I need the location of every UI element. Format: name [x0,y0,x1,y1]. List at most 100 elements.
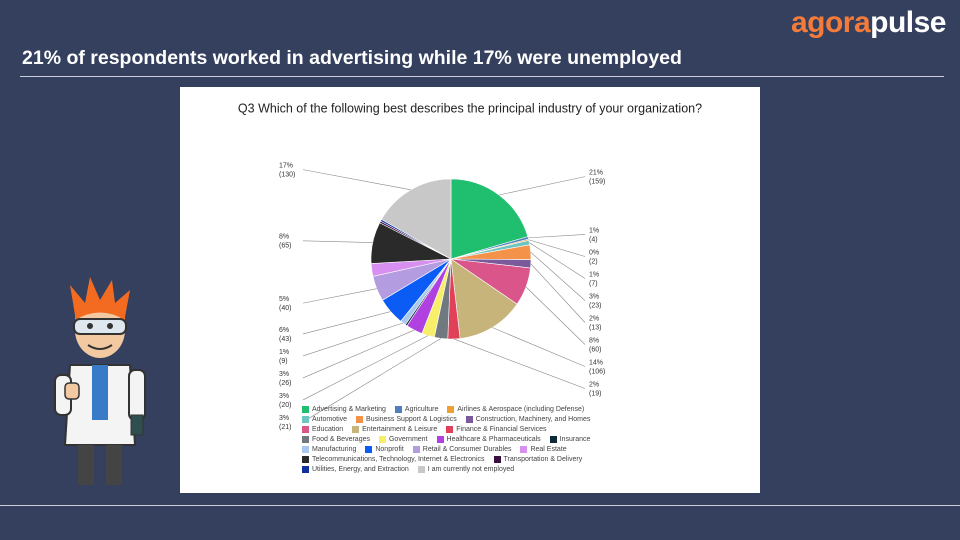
chart-panel: Q3 Which of the following best describes… [180,87,760,493]
legend-swatch [549,436,557,443]
legend-label: Agriculture [404,406,439,413]
percent-label: 8% [589,337,599,344]
count-label: (40) [279,305,291,312]
legend-swatch [302,426,309,433]
leader-line [529,242,586,279]
leader-line [302,311,391,335]
legend-item: Manufacturing [302,446,356,453]
hair [75,301,125,320]
leader-line [525,286,586,345]
percent-label: 2% [589,381,599,388]
leader-line [302,288,377,304]
legend-item: Retail & Consumer Durables [412,446,512,453]
percent-label: 1% [589,271,599,278]
legend-label: Construction, Machinery, and Homes [475,416,591,423]
percent-label: 5% [279,296,289,303]
legend-swatch [302,436,309,443]
legend-swatch [365,446,373,453]
legend-label: Telecommunications, Technology, Internet… [312,456,485,463]
percent-label: 17% [279,162,293,169]
leader-line [528,239,586,257]
legend-label: Manufacturing [312,446,357,453]
legend-label: Retail & Consumer Durables [422,446,512,453]
leader-line [302,322,404,357]
legend-swatch [520,446,528,453]
eye [87,323,93,329]
legend-swatch [447,406,455,413]
count-label: (21) [279,424,291,431]
legend-label: Automotive [312,416,348,423]
logo-part: pulse [870,6,946,39]
legend-label: Advertising & Marketing [312,406,386,413]
percent-label: 3% [279,393,289,400]
legend-swatch [436,436,444,443]
chart: Q3 Which of the following best describes… [238,101,702,431]
legend-swatch [417,466,425,473]
count-label: (106) [589,368,605,375]
percent-label: 0% [589,249,599,256]
leader-line [528,234,586,239]
legend-item: Insurance [549,436,590,443]
count-label: (43) [279,336,291,343]
leader-line [302,240,373,243]
legend-item: Food & Beverages [302,436,370,443]
legend-item: I am currently not employed [417,466,515,473]
slide-title: 21% of respondents worked in advertising… [22,47,682,69]
divider [0,505,960,506]
mascot [54,277,146,485]
legend-label: I am currently not employed [427,466,515,473]
pie-slice [450,178,529,260]
legend-label: Entertainment & Leisure [362,426,438,433]
legend-swatch [352,426,360,433]
leader-line [492,327,586,367]
count-label: (23) [589,302,601,309]
legend-item: Utilities, Energy, and Extraction [302,466,409,473]
leader-line [530,263,586,323]
count-label: (4) [589,236,598,243]
legend-swatch [302,446,309,453]
chart-title: Q3 Which of the following best describes… [238,101,702,115]
leader-line [302,335,429,401]
legend-label: Education [312,426,344,433]
divider [20,76,944,77]
leader-line [302,169,411,191]
legend-label: Utilities, Energy, and Extraction [312,466,409,473]
legend-swatch [356,416,364,423]
legend-item: Finance & Financial Services [446,426,547,433]
legend-item: Automotive [302,416,347,423]
arm [128,369,146,421]
percent-label: 21% [589,169,603,176]
legend-item: Construction, Machinery, and Homes [465,416,591,423]
legend-swatch [302,456,309,463]
logo: agorapulse [790,6,947,40]
leader-line [302,329,415,379]
percent-label: 3% [279,415,289,422]
count-label: (9) [279,358,288,365]
legend: Advertising & Marketing Agriculture Airlin… [302,406,622,473]
legend-swatch [302,466,309,473]
legend-label: Business Support & Logistics [366,416,457,423]
goggles [73,318,127,335]
legend-item: Airlines & Aerospace (including Defense) [447,406,584,413]
legend-label: Food & Beverages [312,436,370,443]
legend-label: Nonprofit [375,446,404,453]
eye [107,323,113,329]
percent-label: 1% [279,349,289,356]
count-label: (159) [589,178,605,185]
legend-label: Transportation & Delivery [503,456,583,463]
pie-slice [450,258,518,339]
legend-swatch [465,416,473,423]
legend-item: Nonprofit [365,446,404,453]
mouth [87,344,113,350]
count-label: (2) [589,258,598,265]
legend-swatch [446,426,454,433]
legend-label: Real Estate [530,446,567,453]
percent-label: 3% [589,293,599,300]
legend-swatch [493,456,501,463]
logo-part: agora [790,6,871,39]
count-label: (13) [589,324,601,331]
percent-label: 1% [589,227,599,234]
legend-swatch [394,406,402,413]
legend-item: Entertainment & Leisure [352,426,437,433]
